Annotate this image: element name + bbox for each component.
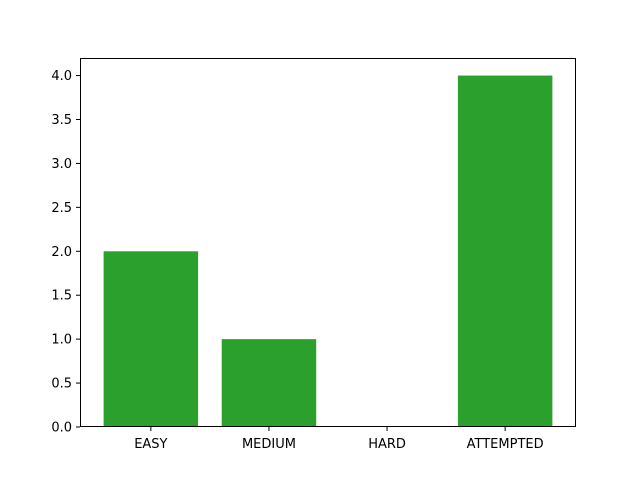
y-tick-label: 2.0: [51, 245, 72, 260]
plot-frame: [80, 58, 576, 427]
x-tick-label: EASY: [134, 437, 167, 452]
bar-medium: [221, 339, 317, 427]
y-tick-label: 2.5: [51, 201, 72, 216]
bar-easy: [103, 251, 199, 427]
y-tick-label: 0.5: [51, 377, 72, 392]
y-tick-label: 3.0: [51, 157, 72, 172]
x-axis: EASY MEDIUM HARD ATTEMPTED: [134, 427, 544, 452]
x-tick-label: HARD: [368, 437, 406, 452]
x-tick-label: ATTEMPTED: [467, 437, 544, 452]
y-tick-label: 1.5: [51, 289, 72, 304]
y-tick-label: 4.0: [51, 69, 72, 84]
y-tick-label: 3.5: [51, 113, 72, 128]
y-tick-label: 1.0: [51, 333, 72, 348]
bars-group: [103, 75, 553, 428]
x-tick-label: MEDIUM: [242, 437, 296, 452]
bar-attempted: [457, 75, 553, 428]
y-tick-label: 0.0: [51, 421, 72, 436]
y-axis: 0.0 0.5 1.0 1.5 2.0 2.5 3.0 3.5 4.0: [51, 69, 80, 436]
